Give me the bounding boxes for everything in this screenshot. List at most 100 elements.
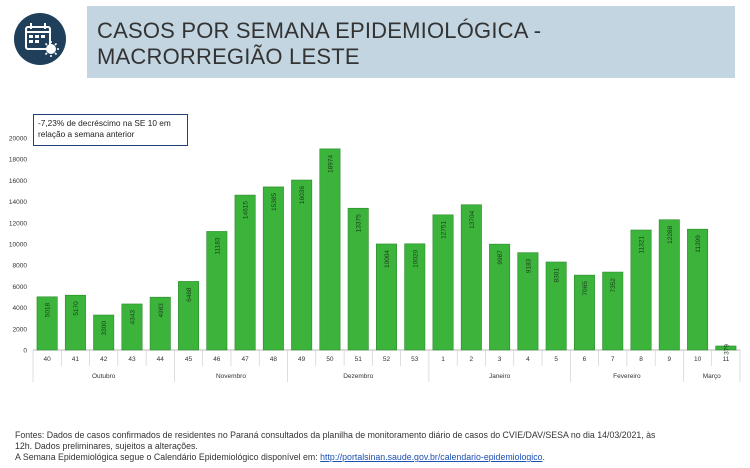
bar-value-label: 12288: [667, 225, 674, 243]
x-tick-label: 46: [213, 356, 221, 363]
footer-line-1: Fontes: Dados de casos confirmados de re…: [15, 430, 656, 440]
x-tick-label: 3: [498, 356, 502, 363]
bar: [347, 207, 369, 351]
bar: [93, 314, 115, 351]
footer-sources: Fontes: Dados de casos confirmados de re…: [15, 430, 740, 463]
bar-value-label: 5018: [45, 302, 52, 317]
x-tick-label: 8: [639, 356, 643, 363]
bar-value-label: 10004: [384, 250, 391, 268]
bar-value-label: 13704: [469, 210, 476, 228]
footer-line-3-prefix: A Semana Epidemiológica segue o Calendár…: [15, 452, 321, 462]
bar-value-label: 16036: [299, 186, 306, 204]
bar: [432, 214, 454, 351]
y-tick-label: 12000: [9, 220, 27, 227]
bar: [489, 243, 511, 351]
bar: [687, 228, 709, 351]
bar-chart: 0 2000 4000 6000 8000 10000 12000 14000 16000 180…: [9, 136, 741, 382]
title-line-1: CASOS POR SEMANA EPIDEMIOLÓGICA -: [97, 18, 542, 43]
footer-line-3: A Semana Epidemiológica segue o Calendár…: [15, 452, 740, 463]
bar-value-label: 5170: [73, 301, 80, 316]
month-label: Fevereiro: [613, 373, 641, 380]
footer-line-2: 12h. Dados preliminares, sujeitos a alte…: [15, 441, 198, 451]
bar: [602, 271, 624, 351]
x-tick-label: 7: [611, 356, 615, 363]
y-tick-label: 0: [23, 348, 27, 355]
y-tick-label: 16000: [9, 178, 27, 185]
y-tick-label: 18000: [9, 157, 27, 164]
bar-value-label: 14615: [243, 201, 250, 219]
bar: [573, 274, 595, 351]
bar: [291, 179, 313, 351]
month-label: Março: [703, 373, 721, 380]
bar: [630, 229, 652, 351]
x-tick-label: 51: [355, 356, 363, 363]
bar: [64, 294, 86, 351]
bar: [206, 231, 228, 351]
bar-value-label: 6468: [186, 287, 193, 302]
bar: [234, 194, 256, 351]
bar: [36, 296, 58, 351]
y-tick-label: 8000: [13, 263, 28, 270]
x-tick-label: 44: [157, 356, 165, 363]
x-tick-label: 6: [583, 356, 587, 363]
bar-value-label: 10020: [412, 249, 419, 267]
x-tick-label: 2: [470, 356, 474, 363]
x-tick-label: 10: [694, 356, 702, 363]
bar-value-label: 11183: [214, 237, 221, 254]
bar: [658, 219, 680, 351]
bar: [404, 243, 426, 351]
x-tick-label: 50: [326, 356, 334, 363]
x-tick-label: 53: [411, 356, 419, 363]
bar-value-label: 379: [723, 344, 730, 355]
x-tick-label: 1: [441, 356, 445, 363]
bar-value-label: 7065: [582, 281, 589, 296]
y-tick-label: 20000: [9, 136, 27, 143]
x-tick-label: 49: [298, 356, 306, 363]
annotation-line-1: -7,23% de decréscimo na SE 10 em: [38, 118, 171, 128]
bar-value-label: 3300: [101, 321, 108, 336]
bar-value-label: 18974: [327, 154, 334, 172]
y-tick-label: 6000: [13, 284, 28, 291]
bar-value-label: 13375: [356, 214, 363, 232]
annotation-box: -7,23% de decréscimo na SE 10 em relação…: [33, 114, 188, 146]
bar: [460, 204, 482, 351]
bar: [319, 148, 341, 351]
month-label: Dezembro: [343, 373, 373, 380]
bar-value-label: 11321: [639, 236, 646, 254]
month-label: Janeiro: [489, 373, 511, 380]
x-tick-label: 48: [270, 356, 278, 363]
x-tick-label: 52: [383, 356, 391, 363]
bar: [121, 303, 143, 351]
bar-value-label: 9183: [525, 258, 532, 273]
x-tick-label: 42: [100, 356, 108, 363]
bar-value-label: 11399: [695, 235, 702, 253]
month-label: Outubro: [92, 373, 116, 380]
calendar-link[interactable]: http://portalsinan.saude.gov.br/calendar…: [320, 452, 543, 462]
bar: [376, 243, 397, 351]
bar: [517, 252, 539, 351]
y-tick-label: 14000: [9, 199, 27, 206]
title-line-2: MACRORREGIÃO LESTE: [97, 44, 360, 69]
bar-value-label: 9987: [497, 250, 504, 265]
x-tick-label: 9: [667, 356, 671, 363]
calendar-virus-icon: [14, 13, 66, 65]
x-tick-label: 41: [72, 356, 80, 363]
y-tick-label: 2000: [13, 326, 28, 333]
x-tick-label: 43: [128, 356, 136, 363]
annotation-line-2: relação a semana anterior: [38, 129, 135, 139]
title-banner: CASOS POR SEMANA EPIDEMIOLÓGICA - MACROR…: [87, 6, 735, 78]
bar-value-label: 7352: [610, 278, 617, 293]
bar-value-label: 12751: [441, 220, 448, 238]
bar-value-label: 4343: [129, 310, 136, 325]
bar: [178, 281, 200, 351]
page-title: CASOS POR SEMANA EPIDEMIOLÓGICA - MACROR…: [97, 18, 541, 70]
bar: [149, 296, 171, 351]
bar: [262, 186, 284, 351]
bar: [715, 345, 737, 351]
x-tick-label: 11: [722, 356, 729, 363]
x-tick-label: 47: [241, 356, 249, 363]
y-tick-label: 10000: [9, 242, 27, 249]
bar-value-label: 8301: [554, 268, 561, 283]
bar-value-label: 15385: [271, 193, 278, 211]
footer-line-3-suffix: .: [542, 452, 545, 462]
